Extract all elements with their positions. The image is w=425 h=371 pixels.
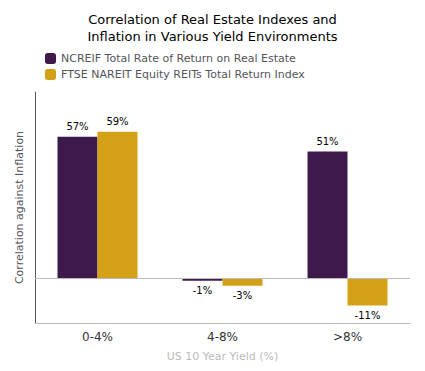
svg-text:US 10 Year Yield (%): US 10 Year Yield (%) <box>167 350 279 363</box>
svg-text:>8%: >8% <box>333 330 362 344</box>
svg-text:0-4%: 0-4% <box>82 330 113 344</box>
svg-text:4-8%: 4-8% <box>207 330 238 344</box>
svg-text:Correlation against Inflation: Correlation against Inflation <box>13 131 26 284</box>
svg-text:59%: 59% <box>106 116 128 127</box>
svg-text:-1%: -1% <box>193 285 212 296</box>
svg-text:Correlation of Real Estate Ind: Correlation of Real Estate Indexes and <box>88 12 337 27</box>
svg-text:NCREIF Total Rate of Return on: NCREIF Total Rate of Return on Real Esta… <box>61 52 296 65</box>
svg-text:-3%: -3% <box>233 290 252 301</box>
svg-text:Inflation in Various Yield Env: Inflation in Various Yield Environments <box>87 29 337 44</box>
svg-text:51%: 51% <box>316 136 338 147</box>
svg-text:-11%: -11% <box>355 310 381 321</box>
svg-text:57%: 57% <box>66 121 88 132</box>
svg-text:FTSE NAREIT Equity REITs Total: FTSE NAREIT Equity REITs Total Return In… <box>61 68 305 81</box>
